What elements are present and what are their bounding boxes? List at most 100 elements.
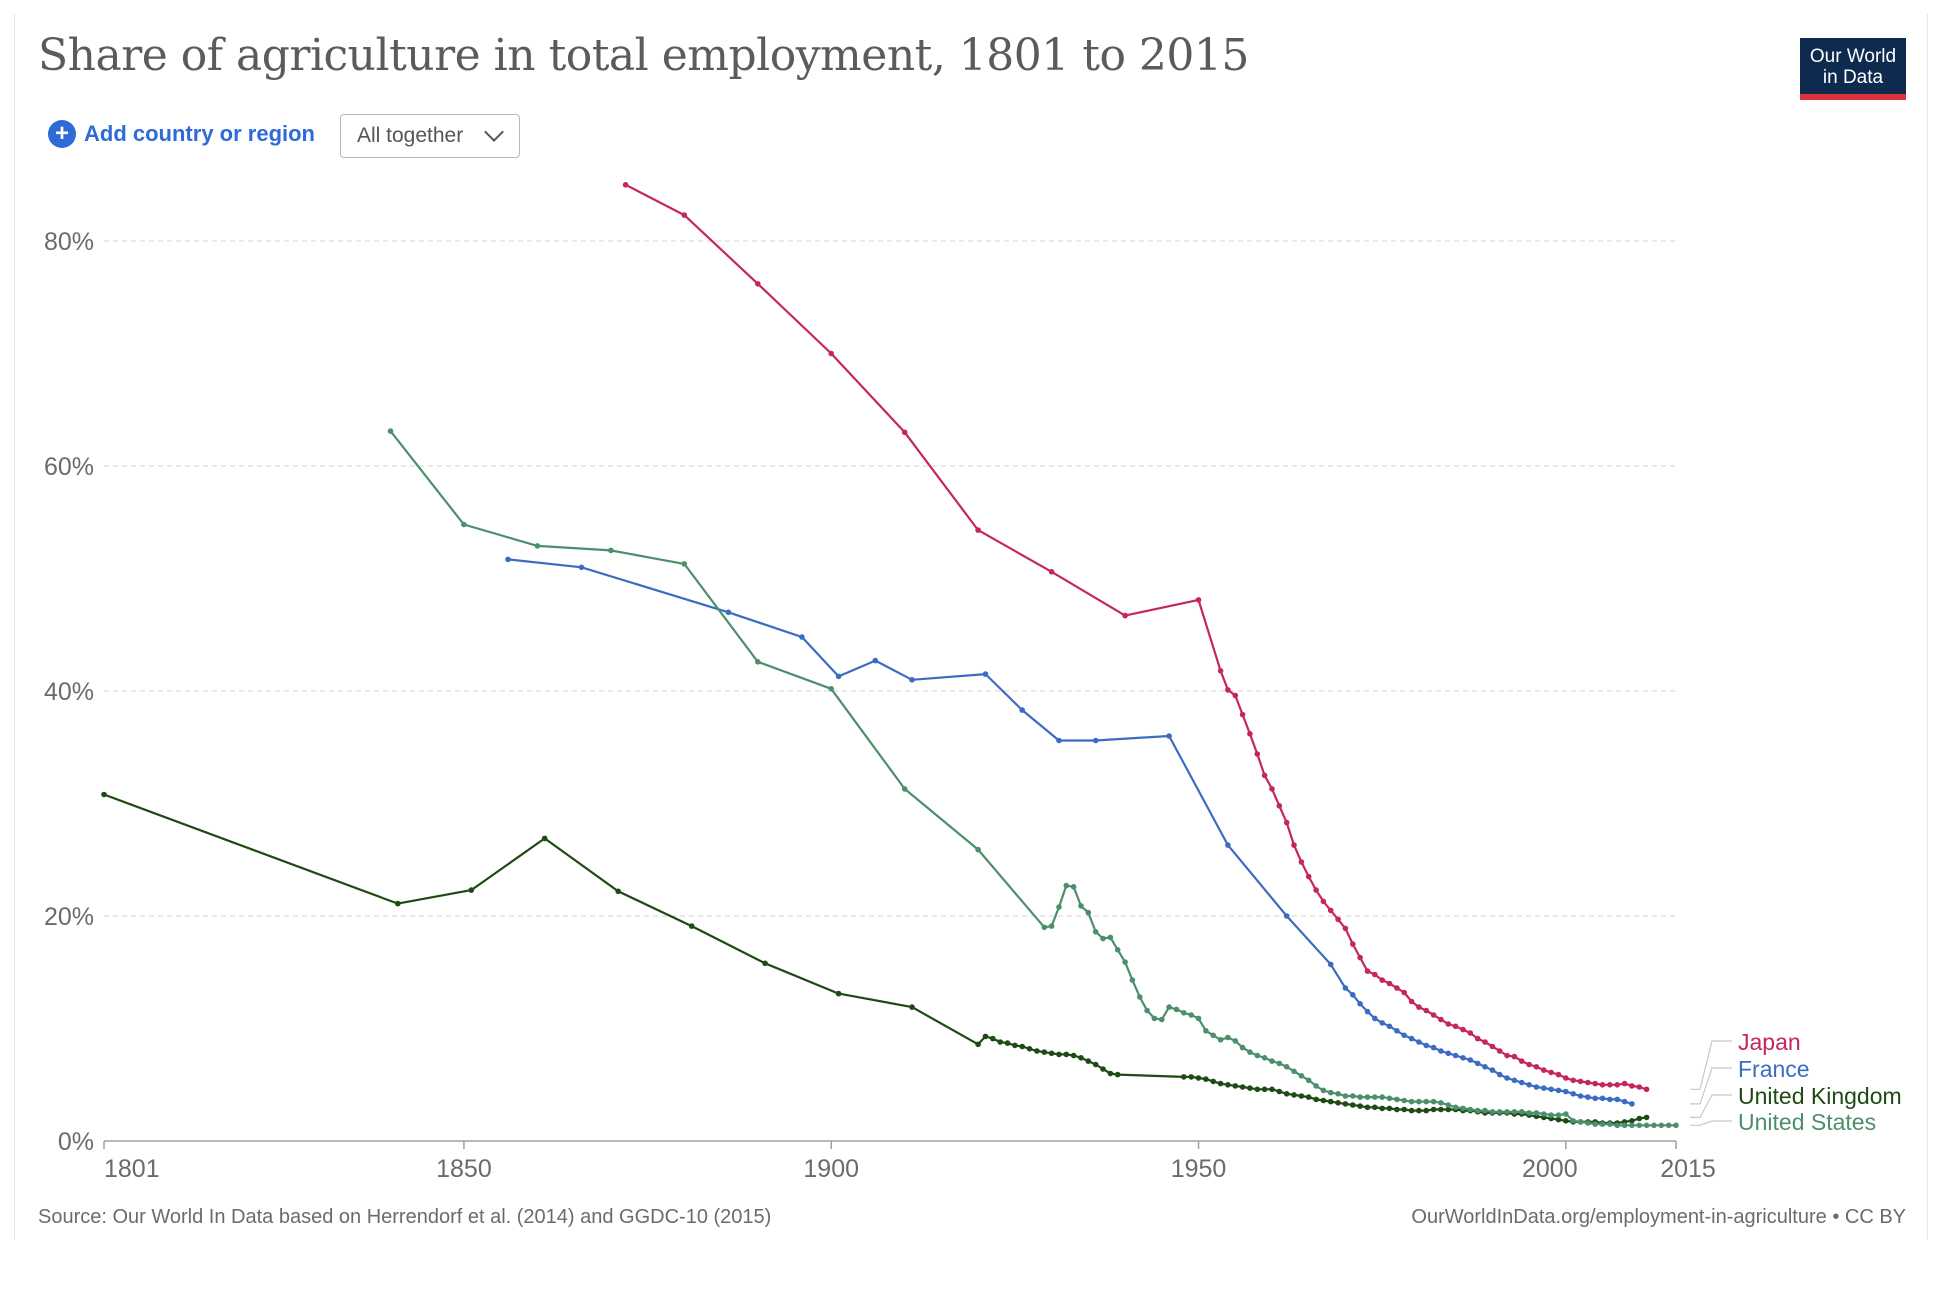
data-point <box>534 543 541 549</box>
x-tick-label: 1950 <box>1171 1155 1227 1183</box>
data-point <box>835 990 842 997</box>
data-point <box>1489 1109 1496 1115</box>
data-point <box>828 350 834 357</box>
y-tick-label: 60% <box>44 453 94 481</box>
data-point <box>1217 668 1224 674</box>
data-point <box>1225 1082 1231 1088</box>
series-group <box>101 182 1679 1129</box>
data-point <box>1408 1098 1415 1105</box>
logo-text-line2: in Data <box>1822 67 1884 88</box>
data-point <box>1563 1118 1569 1124</box>
data-point <box>1541 1111 1547 1117</box>
data-point <box>1313 1096 1319 1103</box>
data-point <box>1034 1048 1040 1054</box>
data-point <box>1357 1001 1363 1007</box>
legend-label: United States <box>1738 1109 1876 1135</box>
data-point <box>1063 1051 1070 1058</box>
data-point <box>1203 1028 1209 1034</box>
data-point <box>1026 1046 1033 1052</box>
x-tick-label: 1801 <box>104 1155 160 1183</box>
data-point <box>1496 1071 1503 1078</box>
data-point <box>1533 1084 1540 1090</box>
data-point <box>1100 935 1106 942</box>
data-point <box>1291 1092 1297 1098</box>
data-point <box>1100 1066 1106 1072</box>
data-point <box>1394 1106 1400 1113</box>
data-point <box>1195 1015 1202 1022</box>
data-point <box>1379 1094 1385 1100</box>
data-point <box>1122 959 1128 965</box>
data-point <box>1570 1118 1576 1124</box>
data-point <box>901 786 908 792</box>
data-point <box>1056 1051 1062 1058</box>
chart-frame <box>14 14 1928 1240</box>
data-point <box>622 182 629 188</box>
data-point <box>1188 1012 1194 1018</box>
data-point <box>1357 954 1363 961</box>
data-point <box>1239 1084 1246 1090</box>
add-country-button[interactable]: + Add country or region <box>48 120 315 148</box>
data-point <box>1474 1107 1481 1114</box>
data-point <box>1320 1087 1327 1094</box>
data-point <box>1283 819 1290 826</box>
data-point <box>1357 1103 1363 1109</box>
data-point <box>1467 1030 1474 1036</box>
data-point <box>688 923 695 929</box>
data-point <box>1511 1077 1518 1084</box>
data-point <box>1357 1094 1363 1100</box>
data-point <box>1225 1034 1231 1041</box>
data-point <box>1364 968 1371 974</box>
data-point <box>755 281 761 287</box>
legend-connector <box>1690 1067 1732 1105</box>
data-point <box>1621 1122 1628 1129</box>
data-point <box>1327 907 1334 914</box>
data-point <box>1518 1058 1525 1064</box>
data-point <box>1137 994 1143 1000</box>
data-point <box>1261 1086 1268 1093</box>
data-point <box>1313 1083 1319 1089</box>
data-point <box>1386 1095 1393 1102</box>
data-point <box>1335 916 1341 923</box>
data-point <box>1401 989 1407 996</box>
page-title: Share of agriculture in total employment… <box>38 30 1249 81</box>
data-point <box>1563 1075 1569 1081</box>
data-point <box>1327 961 1334 968</box>
data-point <box>1394 1028 1400 1034</box>
data-point <box>1078 1055 1084 1061</box>
data-point <box>1019 707 1025 713</box>
data-point <box>1658 1122 1665 1129</box>
data-point <box>1577 1093 1584 1099</box>
data-point <box>901 429 908 436</box>
data-point <box>1585 1079 1591 1086</box>
data-point <box>1386 1105 1393 1112</box>
x-axis: 1801 1850 1900 1950 2000 2015 <box>103 1140 1716 1183</box>
data-point <box>1496 1109 1503 1115</box>
data-point <box>1511 1109 1518 1115</box>
owid-logo[interactable]: Our World in Data <box>1800 38 1906 100</box>
data-point <box>1563 1088 1569 1095</box>
data-point <box>1585 1094 1591 1100</box>
source-url-link[interactable]: OurWorldInData.org/employment-in-agricul… <box>1411 1206 1906 1228</box>
x-tick-label: 2015 <box>1660 1155 1716 1183</box>
data-point <box>1416 1039 1422 1045</box>
data-point <box>1430 1012 1437 1018</box>
data-point <box>608 547 614 554</box>
data-point <box>1408 1035 1415 1042</box>
data-point <box>1114 1071 1121 1078</box>
data-point <box>828 686 834 692</box>
data-point <box>1254 751 1261 757</box>
data-point <box>1320 898 1327 905</box>
data-point <box>1592 1080 1598 1087</box>
view-mode-dropdown[interactable]: All together <box>340 114 520 158</box>
data-point <box>1350 1093 1356 1099</box>
data-point <box>1423 1107 1429 1114</box>
legend-label: Japan <box>1738 1029 1801 1055</box>
data-point <box>1599 1095 1606 1102</box>
data-point <box>762 960 768 967</box>
data-point <box>1188 1074 1194 1080</box>
data-point <box>755 659 761 665</box>
data-point <box>1122 612 1128 619</box>
data-point <box>872 657 879 664</box>
